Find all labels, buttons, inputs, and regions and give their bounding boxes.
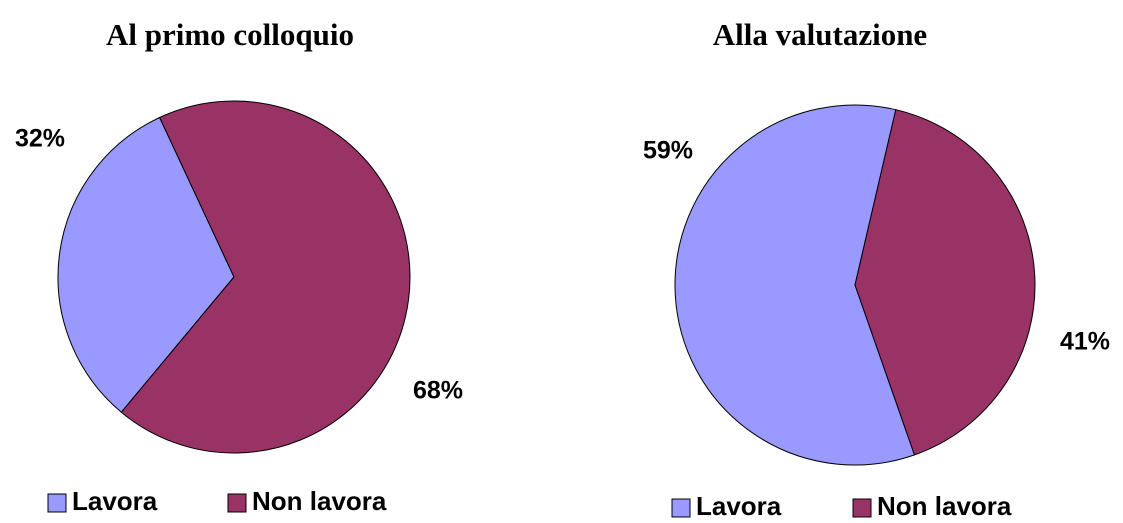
data-label: 59% [643, 137, 693, 165]
pie-slice [854, 109, 1036, 456]
legend-swatch [227, 493, 247, 513]
legend-label: Non lavora [252, 486, 387, 516]
legend-label: Non lavora [877, 491, 1012, 521]
chart-title: Alla valutazione [713, 17, 927, 52]
legend-swatch [47, 493, 67, 513]
legend-swatch [671, 498, 691, 518]
chart-title: Al primo colloquio [106, 17, 354, 52]
legend-swatch [852, 498, 872, 518]
pie-slice [120, 100, 411, 454]
legend-label: Lavora [72, 486, 158, 516]
pie-slice [57, 116, 235, 413]
data-label: 68% [413, 377, 463, 405]
legend-label: Lavora [696, 491, 782, 521]
data-label: 32% [15, 125, 65, 153]
data-label: 41% [1060, 328, 1110, 356]
pie-slice [674, 104, 916, 466]
